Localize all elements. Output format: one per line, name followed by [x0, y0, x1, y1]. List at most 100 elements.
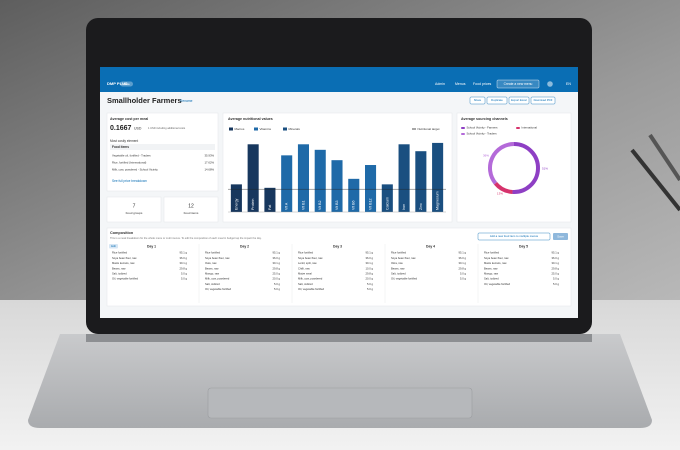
food-item: Maize meal [298, 272, 312, 276]
food-amount: 5.0 g [460, 277, 466, 281]
hinge [86, 334, 592, 342]
food-amount: 30.1 g [180, 261, 188, 265]
food-item: Beans, raw [205, 266, 219, 270]
bar [281, 155, 293, 212]
days: Day 1 Rice fortified 95.1 g Soya bean flour… [112, 244, 559, 303]
tag[interactable]: Edit [111, 244, 116, 248]
table-header-bg [110, 144, 215, 150]
food-amount: 5.0 g [181, 277, 187, 281]
bar-label: Energy [234, 198, 238, 210]
laptop-base [28, 334, 652, 428]
chart-title: Average nutritional values [228, 117, 273, 121]
food-amount: 10.0 g [366, 266, 374, 270]
food-amount: 5.0 g [367, 282, 373, 286]
costly-share: 14.68% [205, 168, 215, 172]
day-title: Day 2 [240, 244, 249, 248]
food-item: Mango, raw [205, 272, 219, 276]
action-button[interactable] [469, 96, 486, 105]
food-amount: 20.0 g [366, 277, 374, 281]
nav-link[interactable]: Menus [455, 82, 466, 86]
costly-table: Vegetable oil, fortified - Traders 35.93%… [112, 154, 214, 172]
costly-share: 17.62% [205, 161, 215, 165]
food-item: Beans, raw [391, 266, 405, 270]
food-amount: 29.8 g [366, 272, 374, 276]
food-amount: 29.8 g [180, 266, 188, 270]
bar [348, 178, 360, 212]
cost-note: 1 USD including additional costs [148, 126, 186, 130]
action-button[interactable] [508, 96, 530, 105]
food-amount: 95.1 g [366, 251, 374, 255]
food-item: Oats, raw [205, 261, 217, 265]
nav-link[interactable]: Admin [435, 82, 445, 86]
food-amount: 36.0 g [459, 256, 467, 260]
action-label[interactable]: Share [474, 98, 482, 102]
pie-label: 51% [542, 167, 548, 171]
save-label[interactable]: Save [557, 234, 564, 238]
bar [264, 187, 276, 212]
avatar[interactable] [547, 81, 553, 87]
action-button[interactable] [486, 96, 508, 105]
cost-panel [106, 112, 219, 192]
breakdown-link[interactable]: See full price breakdown [112, 179, 147, 183]
food-item: Oil, vegetable fortified [112, 277, 138, 281]
food-amount: 36.0 g [552, 256, 560, 260]
action-button[interactable] [530, 96, 556, 105]
legend-label: Vitamins [260, 127, 272, 131]
action-label[interactable]: Download PDF [534, 98, 553, 102]
save-button[interactable] [553, 233, 568, 240]
food-item: Rice fortified [484, 251, 499, 255]
panel-title: Average cost per meal [110, 117, 148, 121]
food-item: Okra, raw [391, 261, 403, 265]
count-card [106, 196, 162, 223]
legend-swatch [283, 127, 287, 131]
food-amount: 29.8 g [459, 266, 467, 270]
section-title: Most costly element [110, 139, 138, 143]
count-label: Food items [184, 211, 199, 215]
food-item: Salt, iodized [298, 282, 313, 286]
food-item: Milk, cow, powdered [298, 277, 323, 281]
add-button[interactable] [477, 232, 551, 241]
food-amount: 30.1 g [273, 261, 281, 265]
bar [297, 144, 309, 212]
food-item: Mango, raw [484, 272, 498, 276]
legend-swatch [461, 127, 465, 129]
bar [432, 142, 444, 212]
action-label[interactable]: Duplicate [491, 98, 503, 102]
food-amount: 20.0 g [273, 277, 281, 281]
food-amount: 5.0 g [181, 272, 187, 276]
food-item: Oil, vegetable fortified [484, 282, 510, 286]
costly-share: 35.93% [205, 154, 215, 158]
bar-label: Vit B6 [352, 200, 356, 210]
cta-label[interactable]: Create a new menu [504, 82, 533, 86]
count-card [163, 196, 219, 223]
food-item: Rice fortified [205, 251, 220, 255]
app-header [100, 67, 578, 92]
language[interactable]: EN [566, 82, 571, 86]
nav-link[interactable]: Food prices [473, 82, 492, 86]
bar-label: Vit B3 [335, 200, 339, 210]
bar-chart: Macros Vitamins Minerals Energy Protein Fat Vi… [228, 127, 446, 213]
legend-swatch [461, 133, 465, 135]
bar-label: Fat [268, 205, 272, 210]
food-item: Salt, iodized [391, 272, 406, 276]
day-title: Day 5 [519, 244, 528, 248]
food-amount: 30.1 g [366, 261, 374, 265]
food-amount: 5.0 g [460, 272, 466, 276]
costly-item: Milk, cow, powdered - School Vicinity [112, 168, 158, 172]
food-item: Salt, iodized [484, 277, 499, 281]
legend-swatch [516, 127, 520, 129]
action-label[interactable]: Export Excel [511, 98, 527, 102]
chart-title: Average sourcing channels [461, 117, 508, 121]
food-amount: 36.0 g [273, 256, 281, 260]
add-button-label[interactable]: Add a new food item to multiple menus [490, 234, 539, 238]
food-amount: 25.0 g [273, 272, 281, 276]
food-item: Soya bean flour, raw [484, 256, 509, 260]
rename-link[interactable]: Rename [180, 99, 193, 103]
food-amount: 95.1 g [552, 251, 560, 255]
bar-label: Vit B2 [318, 200, 322, 210]
food-amount: 5.0 g [553, 282, 559, 286]
legend-label: School Vicinity - Traders [467, 132, 498, 136]
bar-label: Calcium [385, 197, 389, 210]
cta-button[interactable] [496, 79, 540, 89]
